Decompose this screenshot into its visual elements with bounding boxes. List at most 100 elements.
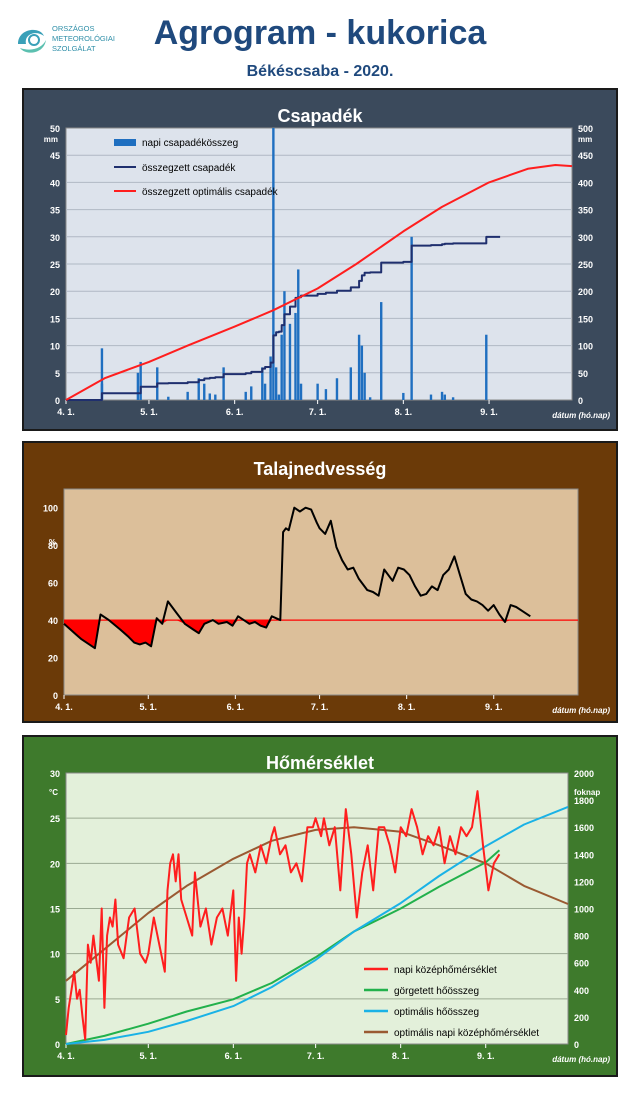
- y-tick-label: 20: [48, 654, 58, 664]
- precipitation-chart: Csapadék05101520253035404550mm0501001502…: [22, 88, 618, 431]
- precip-bar: [357, 334, 361, 400]
- x-tick-label: 5. 1.: [140, 702, 158, 712]
- y-tick-label: 30: [50, 233, 60, 243]
- x-tick-label: 6. 1.: [227, 702, 245, 712]
- precip-bar: [368, 397, 372, 400]
- precip-bar: [451, 397, 455, 400]
- precip-bar: [139, 361, 142, 400]
- x-tick-label: 9. 1.: [480, 407, 498, 417]
- chart-title: Hőmérséklet: [266, 753, 374, 773]
- plot-area: [63, 488, 579, 696]
- y-tick-label: 45: [50, 151, 60, 161]
- y2-tick-label: 50: [578, 369, 588, 379]
- y-tick-label: 15: [50, 314, 60, 324]
- x-tick-label: 7. 1.: [311, 702, 329, 712]
- precipitation-panel: Csapadék 0 5 10 15 20 25 30 35 40 45 50 mm 0 50 100 150 2…: [22, 88, 618, 431]
- x-tick-label: 4. 1.: [57, 1051, 75, 1061]
- precip-bar: [440, 391, 444, 400]
- precip-bar: [222, 367, 225, 400]
- precip-bar: [335, 378, 339, 400]
- precip-bar: [244, 391, 247, 400]
- temperature-series-line: [65, 849, 501, 1045]
- x-tick-label: 8. 1.: [398, 702, 416, 712]
- precip-bar: [269, 356, 272, 400]
- precip-bar: [363, 372, 366, 400]
- legend-label: optimális hőösszeg: [394, 1007, 479, 1018]
- precip-bar: [250, 386, 253, 400]
- precip-bar: [316, 383, 319, 400]
- y2-tick-label: 100: [578, 342, 593, 352]
- precip-bar: [197, 378, 200, 400]
- x-tick-label: 8. 1.: [392, 1051, 410, 1061]
- x-tick-label: 6. 1.: [225, 1051, 243, 1061]
- precip-bar: [272, 128, 275, 400]
- legend-label: összegzett csapadék: [142, 163, 236, 174]
- precip-bar: [380, 302, 383, 400]
- y2-tick-label: 1400: [574, 850, 594, 860]
- precip-bar: [214, 394, 217, 400]
- precip-bar: [349, 367, 352, 400]
- x-tick-label: 4. 1.: [55, 702, 73, 712]
- x-tick-label: 4. 1.: [57, 407, 75, 417]
- y-tick-label: 10: [50, 950, 60, 960]
- precip-bar: [261, 367, 264, 400]
- y2-tick-label: 200: [574, 1013, 589, 1023]
- temperature-chart: Hőmérséklet 0 5 10 15 20 25 30 °C 0 200 400 600 800 10…: [22, 735, 618, 1077]
- y2-tick-label: 0: [578, 396, 583, 406]
- y-tick-label: 20: [50, 287, 60, 297]
- y-tick-label: 40: [50, 178, 60, 188]
- precip-bar: [288, 323, 292, 400]
- y-tick-label: 60: [48, 579, 58, 589]
- y2-tick-label: 300: [578, 233, 593, 243]
- optimal-precip-line: [65, 164, 573, 401]
- soil-moisture-chart: Talajnedvesség 0 20 40 60 80 100% 4. 1. 5. 1. 6. …: [22, 441, 618, 723]
- logo-line-1: ORSZÁGOS: [52, 24, 95, 33]
- y-axis-unit: %: [49, 538, 56, 547]
- y2-tick-label: 800: [574, 932, 589, 942]
- x-tick-label: 5. 1.: [140, 407, 158, 417]
- precip-bar: [410, 236, 413, 400]
- x-tick-label: 7. 1.: [307, 1051, 325, 1061]
- y-tick-label: 30: [50, 769, 60, 779]
- omsz-logo: ORSZÁGOS METEOROLÓGIAI SZOLGÁLAT: [14, 18, 144, 58]
- y2-tick-label: 450: [578, 151, 593, 161]
- precip-bar: [443, 394, 447, 400]
- page-subtitle: Békéscsaba - 2020.: [246, 63, 394, 80]
- y-tick-label: 20: [50, 859, 60, 869]
- precip-bar: [360, 345, 364, 400]
- precip-bar: [324, 389, 328, 400]
- precip-bar: [429, 394, 433, 400]
- precip-bar: [263, 383, 267, 400]
- y-tick-label: 10: [50, 342, 60, 352]
- precip-bar: [203, 383, 206, 400]
- y-tick-label: 0: [55, 1040, 60, 1050]
- y2-tick-label: 350: [578, 206, 593, 216]
- precip-bar: [100, 383, 104, 400]
- y-tick-label: 35: [50, 206, 60, 216]
- temperature-series-line: [65, 790, 501, 1041]
- precip-bar: [402, 392, 405, 400]
- y2-tick-label: 1800: [574, 796, 594, 806]
- x-axis-label: dátum (hó.nap): [552, 1055, 610, 1064]
- precip-bar: [100, 348, 104, 400]
- omsz-logo-emblem: ORSZÁGOS METEOROLÓGIAI SZOLGÁLAT: [18, 24, 115, 53]
- y-tick-label: 15: [50, 905, 60, 915]
- y2-tick-label: 200: [578, 287, 593, 297]
- legend-label: optimális napi középhőmérséklet: [394, 1028, 539, 1039]
- page-title: Agrogram - kukorica: [153, 14, 487, 52]
- x-tick-label: 5. 1.: [140, 1051, 158, 1061]
- legend-swatch-bars: [114, 139, 136, 146]
- y2-tick-label: 1600: [574, 823, 594, 833]
- y-axis-unit: mm: [44, 135, 58, 144]
- temperature-panel: Hőmérséklet 0 5 10 15 20 25 30 °C 0 200 400 600 800 10…: [22, 735, 618, 1077]
- precip-bar: [136, 372, 140, 400]
- y2-tick-label: 1000: [574, 905, 594, 915]
- legend-label: napi középhőmérséklet: [394, 965, 497, 976]
- y-axis-unit: °C: [49, 788, 58, 797]
- y2-axis-unit: foknap: [574, 788, 600, 797]
- y2-tick-label: 2000: [574, 769, 594, 779]
- precip-bar: [277, 394, 281, 400]
- cumulative-precip-line: [66, 235, 501, 401]
- y-tick-label: 25: [50, 814, 60, 824]
- logo-line-3: SZOLGÁLAT: [52, 44, 96, 53]
